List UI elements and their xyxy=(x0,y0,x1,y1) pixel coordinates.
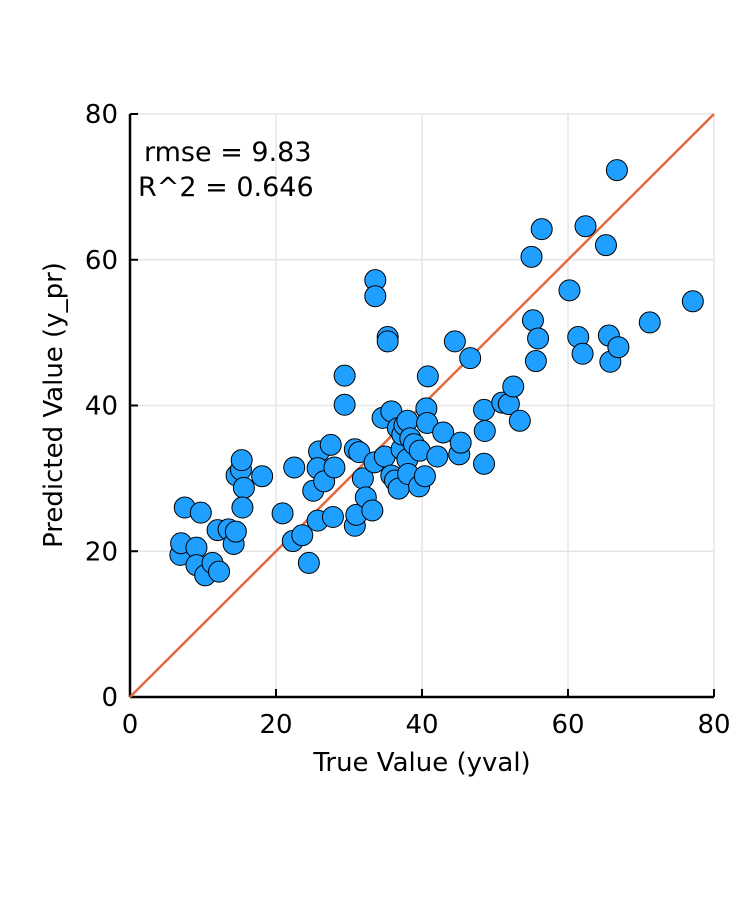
y-tick-label: 0 xyxy=(101,683,118,713)
data-point xyxy=(283,456,306,479)
data-point xyxy=(208,560,231,583)
data-point xyxy=(297,551,320,574)
x-axis-label: True Value (yval) xyxy=(312,748,530,778)
data-point xyxy=(251,465,274,488)
tick-labels: 0 20 40 60 80 0 20 40 60 80 xyxy=(85,100,731,740)
data-point xyxy=(527,327,550,350)
data-point xyxy=(605,159,628,182)
data-point xyxy=(413,465,436,488)
rmse-annotation: rmse = 9.83 xyxy=(144,137,312,168)
data-point xyxy=(574,215,597,238)
data-point xyxy=(232,476,255,499)
data-point xyxy=(520,245,543,268)
y-tick-label: 60 xyxy=(85,246,118,276)
data-point xyxy=(508,409,531,432)
data-point xyxy=(333,393,356,416)
data-point xyxy=(231,496,254,519)
data-point xyxy=(364,285,387,308)
x-tick-label: 80 xyxy=(697,710,730,740)
data-point xyxy=(319,433,342,456)
y-tick-label: 20 xyxy=(85,537,118,567)
data-point xyxy=(502,375,525,398)
data-point xyxy=(594,234,617,257)
r2-annotation: R^2 = 0.646 xyxy=(138,172,314,203)
data-point xyxy=(426,445,449,468)
data-point xyxy=(432,421,455,444)
data-point xyxy=(524,350,547,373)
y-tick-label: 40 xyxy=(85,392,118,422)
data-point xyxy=(681,290,704,313)
data-points xyxy=(169,159,704,587)
data-point xyxy=(638,311,661,334)
data-point xyxy=(416,365,439,388)
data-point xyxy=(473,420,496,443)
data-point xyxy=(361,499,384,522)
data-point xyxy=(224,520,247,543)
y-axis-label: Predicted Value (y_pr) xyxy=(39,262,69,548)
data-point xyxy=(521,309,544,332)
data-point xyxy=(376,330,399,353)
data-point xyxy=(530,218,553,241)
data-point xyxy=(449,431,472,454)
data-point xyxy=(558,279,581,302)
data-point xyxy=(230,449,253,472)
y-tick-label: 80 xyxy=(85,100,118,130)
data-point xyxy=(189,501,212,524)
data-point xyxy=(459,347,482,370)
data-point xyxy=(607,336,630,359)
data-point xyxy=(291,524,314,547)
data-point xyxy=(271,502,294,525)
data-point xyxy=(321,505,344,528)
data-point xyxy=(571,342,594,365)
x-tick-label: 20 xyxy=(259,710,292,740)
x-tick-label: 40 xyxy=(405,710,438,740)
data-point xyxy=(443,330,466,353)
axes xyxy=(128,113,715,699)
data-point xyxy=(333,364,356,387)
x-tick-label: 0 xyxy=(122,710,139,740)
data-point xyxy=(473,452,496,475)
data-point xyxy=(323,456,346,479)
data-point xyxy=(348,441,371,464)
x-tick-label: 60 xyxy=(551,710,584,740)
